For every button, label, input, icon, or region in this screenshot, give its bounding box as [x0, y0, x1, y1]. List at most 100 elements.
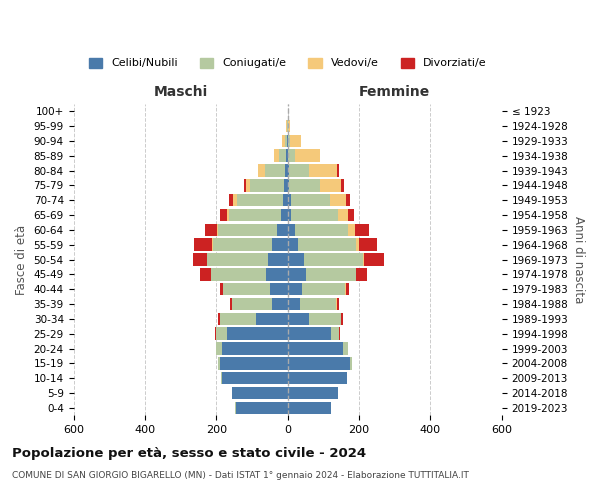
Bar [287, 238, 298, 251]
Bar [287, 386, 338, 400]
Bar [272, 238, 287, 251]
Bar [218, 357, 220, 370]
Bar [349, 224, 355, 236]
Bar [298, 238, 356, 251]
Bar [218, 224, 277, 236]
Bar [289, 150, 295, 162]
Bar [287, 298, 300, 310]
Bar [193, 253, 207, 266]
Bar [281, 208, 287, 222]
Text: COMUNE DI SAN GIORGIO BIGARELLO (MN) - Dati ISTAT 1° gennaio 2024 - Elaborazione: COMUNE DI SAN GIORGIO BIGARELLO (MN) - D… [12, 470, 469, 480]
Bar [221, 342, 287, 355]
Bar [287, 150, 289, 162]
Bar [300, 298, 336, 310]
Bar [287, 312, 309, 325]
Bar [244, 179, 246, 192]
Bar [235, 402, 236, 414]
Bar [221, 372, 287, 384]
Bar [200, 268, 211, 280]
Bar [274, 150, 279, 162]
Bar [355, 224, 369, 236]
Bar [330, 194, 346, 206]
Bar [212, 238, 213, 251]
Text: Popolazione per età, sesso e stato civile - 2024: Popolazione per età, sesso e stato civil… [12, 448, 366, 460]
Bar [220, 357, 287, 370]
Bar [295, 150, 320, 162]
Bar [341, 312, 343, 325]
Bar [337, 298, 340, 310]
Bar [220, 208, 227, 222]
Y-axis label: Anni di nascita: Anni di nascita [572, 216, 585, 303]
Bar [356, 268, 367, 280]
Bar [268, 253, 287, 266]
Bar [266, 268, 287, 280]
Bar [287, 120, 289, 132]
Bar [272, 298, 287, 310]
Bar [218, 312, 220, 325]
Text: Femmine: Femmine [359, 86, 430, 100]
Bar [256, 312, 287, 325]
Bar [304, 253, 362, 266]
Bar [302, 283, 345, 296]
Bar [230, 298, 232, 310]
Bar [287, 164, 289, 177]
Bar [290, 134, 301, 147]
Legend: Celibi/Nubili, Coniugati/e, Vedovi/e, Divorziati/e: Celibi/Nubili, Coniugati/e, Vedovi/e, Di… [85, 53, 491, 73]
Bar [227, 208, 229, 222]
Bar [291, 208, 338, 222]
Bar [213, 238, 272, 251]
Bar [287, 134, 289, 147]
Bar [211, 268, 266, 280]
Bar [233, 194, 237, 206]
Bar [246, 179, 250, 192]
Bar [283, 134, 285, 147]
Bar [194, 238, 212, 251]
Bar [277, 224, 287, 236]
Bar [287, 194, 290, 206]
Bar [359, 238, 377, 251]
Bar [343, 342, 349, 355]
Bar [229, 208, 281, 222]
Bar [205, 224, 217, 236]
Bar [295, 224, 349, 236]
Bar [232, 298, 272, 310]
Bar [349, 208, 354, 222]
Bar [350, 357, 352, 370]
Bar [346, 194, 350, 206]
Bar [287, 253, 304, 266]
Bar [289, 179, 320, 192]
Bar [305, 268, 356, 280]
Bar [286, 150, 287, 162]
Bar [232, 386, 287, 400]
Bar [283, 194, 287, 206]
Bar [229, 194, 233, 206]
Bar [223, 283, 270, 296]
Bar [217, 224, 218, 236]
Bar [287, 357, 350, 370]
Bar [289, 134, 290, 147]
Bar [336, 298, 337, 310]
Bar [287, 208, 291, 222]
Bar [287, 328, 331, 340]
Bar [215, 328, 217, 340]
Y-axis label: Fasce di età: Fasce di età [15, 224, 28, 294]
Bar [341, 179, 344, 192]
Bar [270, 283, 287, 296]
Bar [217, 328, 227, 340]
Bar [227, 328, 287, 340]
Bar [220, 283, 223, 296]
Bar [217, 342, 221, 355]
Bar [284, 179, 287, 192]
Bar [287, 402, 331, 414]
Bar [345, 283, 346, 296]
Bar [250, 179, 284, 192]
Bar [287, 283, 302, 296]
Text: Maschi: Maschi [154, 86, 208, 100]
Bar [286, 120, 287, 132]
Bar [236, 402, 287, 414]
Bar [331, 328, 340, 340]
Bar [287, 268, 305, 280]
Bar [320, 179, 341, 192]
Bar [309, 164, 337, 177]
Bar [364, 253, 384, 266]
